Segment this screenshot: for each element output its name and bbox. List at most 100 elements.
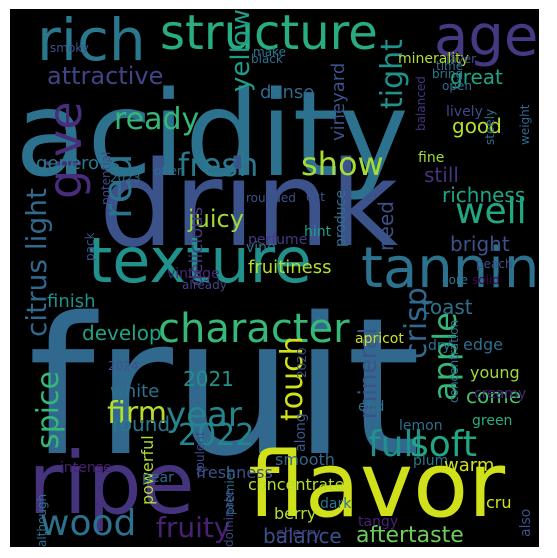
- word-balanced: balanced: [414, 76, 428, 131]
- word-offer: offer: [154, 164, 182, 178]
- word-dominate: dominate: [222, 489, 236, 547]
- word-texture: texture: [88, 224, 312, 297]
- word-attractive: attractive: [47, 62, 164, 90]
- word-acidity: acidity: [15, 65, 409, 203]
- word-good: good: [452, 114, 502, 138]
- word-already: already: [182, 278, 227, 292]
- word-dry: dry: [428, 338, 451, 354]
- word-2022: 2022: [178, 418, 255, 453]
- word-structure: structure: [160, 9, 378, 61]
- word-bright: bright: [450, 232, 510, 256]
- word-drink: drink: [99, 135, 399, 273]
- word-tight: tight: [375, 39, 410, 109]
- word-intense: intense: [60, 460, 112, 476]
- word-dark: dark: [320, 496, 352, 512]
- word-produce: produce: [333, 190, 349, 247]
- word-cherry: cherry: [276, 526, 321, 542]
- word-rich: rich: [37, 9, 146, 74]
- word-layer: layer: [446, 52, 477, 66]
- word-well: well: [455, 191, 527, 232]
- word-balance: balance: [263, 524, 342, 547]
- word-ripe: ripe: [28, 434, 195, 534]
- word-make: make: [253, 45, 286, 59]
- word-fruity: fruity: [156, 511, 231, 544]
- word-open: open: [442, 79, 472, 93]
- word-perfume: perfume: [248, 232, 308, 248]
- word-warm: warm: [444, 455, 495, 476]
- word-aftertaste: aftertaste: [356, 523, 464, 547]
- word-develop: develop: [82, 321, 162, 345]
- word-dense: dense: [260, 82, 315, 103]
- word-citrus-light: citrus light: [20, 188, 53, 337]
- word-wood: wood: [40, 503, 137, 544]
- word-cloud: fruit acidity drink flavor ripe texture struct…: [10, 9, 539, 547]
- word-fruit: fruit: [28, 277, 421, 498]
- word-solid: solid: [472, 273, 500, 287]
- word-firm: firm: [107, 396, 167, 431]
- word-black: black: [251, 52, 283, 66]
- word-generous: generous: [36, 153, 120, 174]
- word-toast: toast: [422, 295, 473, 319]
- word-2020: 2020: [295, 347, 309, 378]
- word-edge: edge: [463, 335, 503, 354]
- word-year: year: [166, 395, 242, 435]
- word-potential: potential: [99, 151, 113, 205]
- word-steely: steely: [483, 108, 497, 145]
- word-give: give: [38, 101, 92, 199]
- word-fresh: fresh: [178, 146, 259, 184]
- word-character: character: [158, 306, 350, 352]
- word-full: full: [368, 424, 424, 465]
- word-fruitiness: fruitiness: [248, 257, 332, 278]
- word-time: time: [436, 59, 464, 73]
- word-yellow: yellow: [226, 9, 256, 92]
- word-opulent: opulent: [193, 431, 207, 477]
- word-smooth: smooth: [275, 450, 335, 469]
- word-although: although: [35, 493, 49, 547]
- word-core: core: [442, 273, 468, 287]
- word-white: white: [110, 381, 160, 402]
- word-fine: fine: [418, 150, 445, 166]
- word-vine: vine: [246, 240, 276, 256]
- word-peach: peach: [476, 257, 513, 271]
- word-soft: soft: [410, 424, 477, 465]
- word-tannin: tannin: [361, 236, 539, 301]
- word-young: young: [470, 363, 520, 382]
- word-2021: 2021: [183, 367, 234, 391]
- word-weight: weight: [518, 104, 532, 145]
- word-lively: lively: [446, 104, 483, 120]
- word-green: green: [472, 413, 513, 429]
- word-still: still: [424, 163, 459, 187]
- word-also: also: [518, 508, 534, 537]
- word-berry: berry: [274, 504, 317, 523]
- word-cut: cut: [306, 190, 325, 204]
- word-2023: 2023: [110, 171, 141, 185]
- word-come: come: [466, 384, 522, 408]
- word-2024: 2024: [108, 359, 139, 373]
- word-show: show: [301, 145, 384, 183]
- word-hint: hint: [304, 224, 332, 240]
- word-rounded: rounded: [246, 191, 296, 205]
- word-creamy: creamy: [474, 386, 527, 402]
- word-pack: pack: [83, 232, 97, 261]
- word-finish: finish: [47, 291, 96, 312]
- word-minerality: minerality: [398, 51, 469, 67]
- word-tangy: tangy: [358, 514, 399, 530]
- word-plum: plum: [413, 453, 449, 469]
- word-need: need: [374, 201, 398, 251]
- word-richness: richness: [442, 183, 526, 207]
- word-concentration: concentration: [447, 319, 461, 403]
- word-concentrate: concentrate: [248, 475, 345, 494]
- word-great: great: [450, 65, 503, 89]
- word-smoky: smoky: [50, 41, 89, 55]
- word-bring: bring: [432, 67, 464, 81]
- word-age: age: [434, 9, 539, 69]
- word-vineyard: vineyard: [328, 62, 349, 141]
- word-cru: cru: [486, 493, 512, 512]
- word-freshness: freshness: [196, 463, 273, 482]
- word-round: round: [112, 412, 171, 436]
- word-spice: spice: [31, 371, 66, 449]
- word-end: end: [358, 399, 385, 415]
- word-flavor: flavor: [248, 433, 506, 538]
- word-apricot: apricot: [355, 331, 404, 347]
